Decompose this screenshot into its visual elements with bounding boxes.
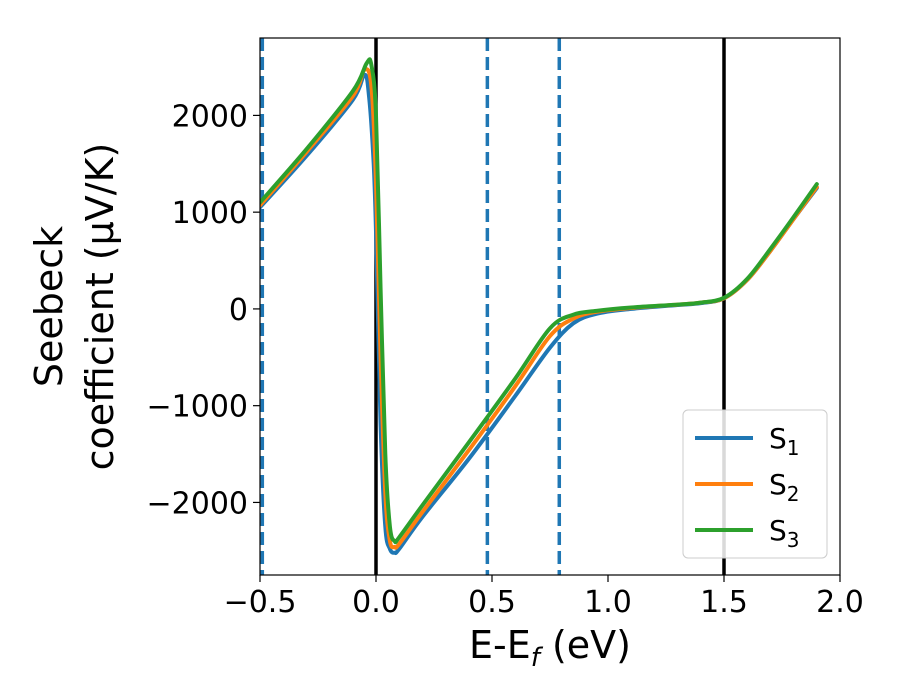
legend-label-main: S [769, 514, 787, 547]
legend-label-s2: S2 [769, 468, 800, 506]
x-axis: −0.5 0.0 0.5 1.0 1.5 2.0 [224, 575, 864, 620]
plot-frame [259, 37, 841, 576]
legend-label-main: S [769, 468, 787, 501]
x-tick-label: 1.5 [700, 585, 748, 620]
x-axis-title-unit: (eV) [540, 623, 631, 667]
legend-label-s1: S1 [769, 422, 800, 460]
x-tick-label: 2.0 [816, 585, 864, 620]
y-tick-label: 1000 [172, 196, 248, 231]
y-axis-title-line1: Seebeck [27, 226, 71, 387]
legend-box [682, 409, 828, 559]
legend-label-subscript: 1 [787, 436, 800, 460]
x-tick-label: 1.0 [584, 585, 632, 620]
legend-label-s3: S3 [769, 514, 800, 552]
y-axis: −2000 −1000 0 1000 2000 [147, 99, 260, 521]
series-layer [260, 57, 819, 556]
y-tick-label: 0 [229, 293, 248, 328]
series-line-s3 [260, 57, 819, 545]
y-axis-title-line2: coefficient (μV/K) [78, 143, 122, 471]
legend-label-subscript: 2 [787, 482, 800, 506]
legend-label-subscript: 3 [787, 528, 800, 552]
y-tick-label: 2000 [172, 99, 248, 134]
x-axis-title: E-Ef (eV) [469, 623, 631, 673]
y-tick-label: −1000 [147, 390, 248, 425]
legend-label-main: S [769, 422, 787, 455]
x-tick-label: −0.5 [224, 585, 297, 620]
x-tick-label: 0.5 [468, 585, 516, 620]
x-axis-title-main: E-E [469, 623, 531, 667]
x-tick-label: 0.0 [352, 585, 400, 620]
y-tick-label: −2000 [147, 486, 248, 521]
